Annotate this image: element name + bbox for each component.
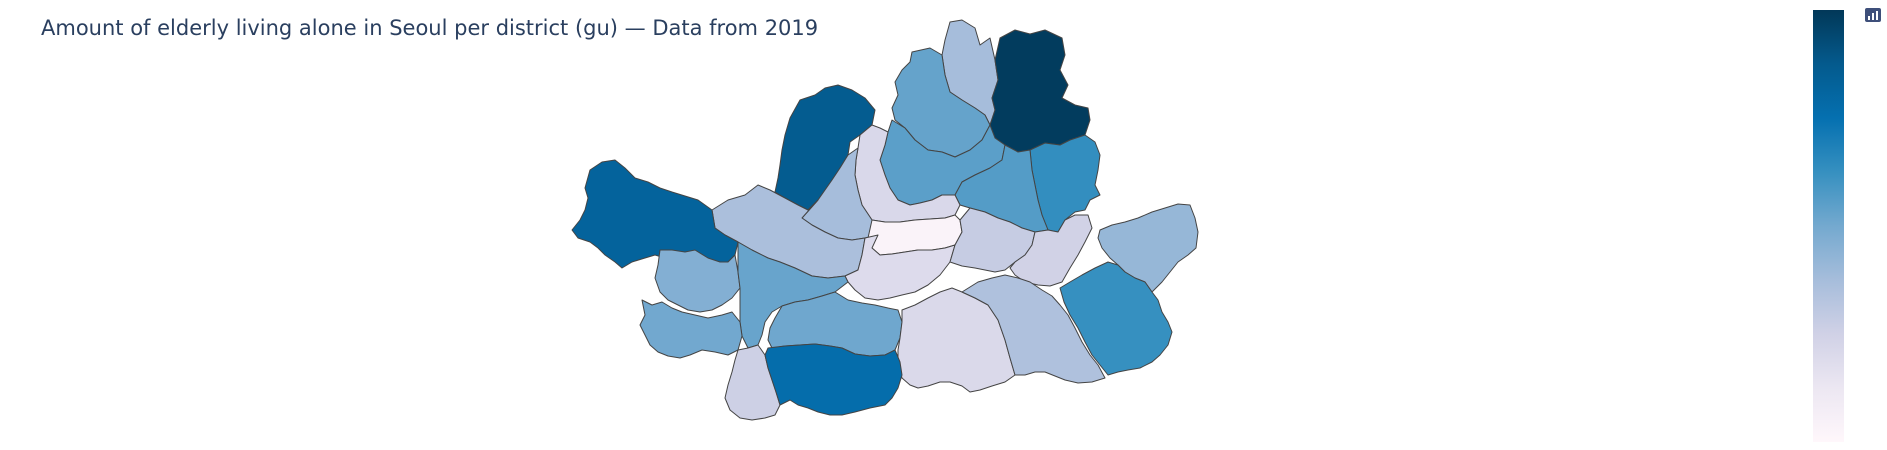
colorbar-gradient [1813, 10, 1844, 442]
district-layer [571, 19, 1199, 421]
district-songpa-gu[interactable] [1059, 261, 1173, 376]
bar-chart-icon [1868, 11, 1878, 20]
district-gwangjin-gu[interactable] [1009, 214, 1093, 287]
district-geumcheon-gu[interactable] [724, 344, 781, 421]
district-gwanak-gu[interactable] [764, 343, 903, 416]
district-gangseo-gu[interactable] [571, 159, 739, 273]
district-nowon-gu[interactable] [989, 29, 1091, 153]
colorbar: 8k10k12k14k16k18k20k [1813, 10, 1844, 442]
figure-title: Amount of elderly living alone in Seoul … [41, 16, 819, 40]
district-gangnam-gu[interactable] [961, 274, 1106, 384]
district-guro-gu[interactable] [639, 299, 743, 359]
district-yangcheon-gu[interactable] [654, 249, 741, 313]
plotly-logo-icon[interactable] [1865, 8, 1881, 22]
